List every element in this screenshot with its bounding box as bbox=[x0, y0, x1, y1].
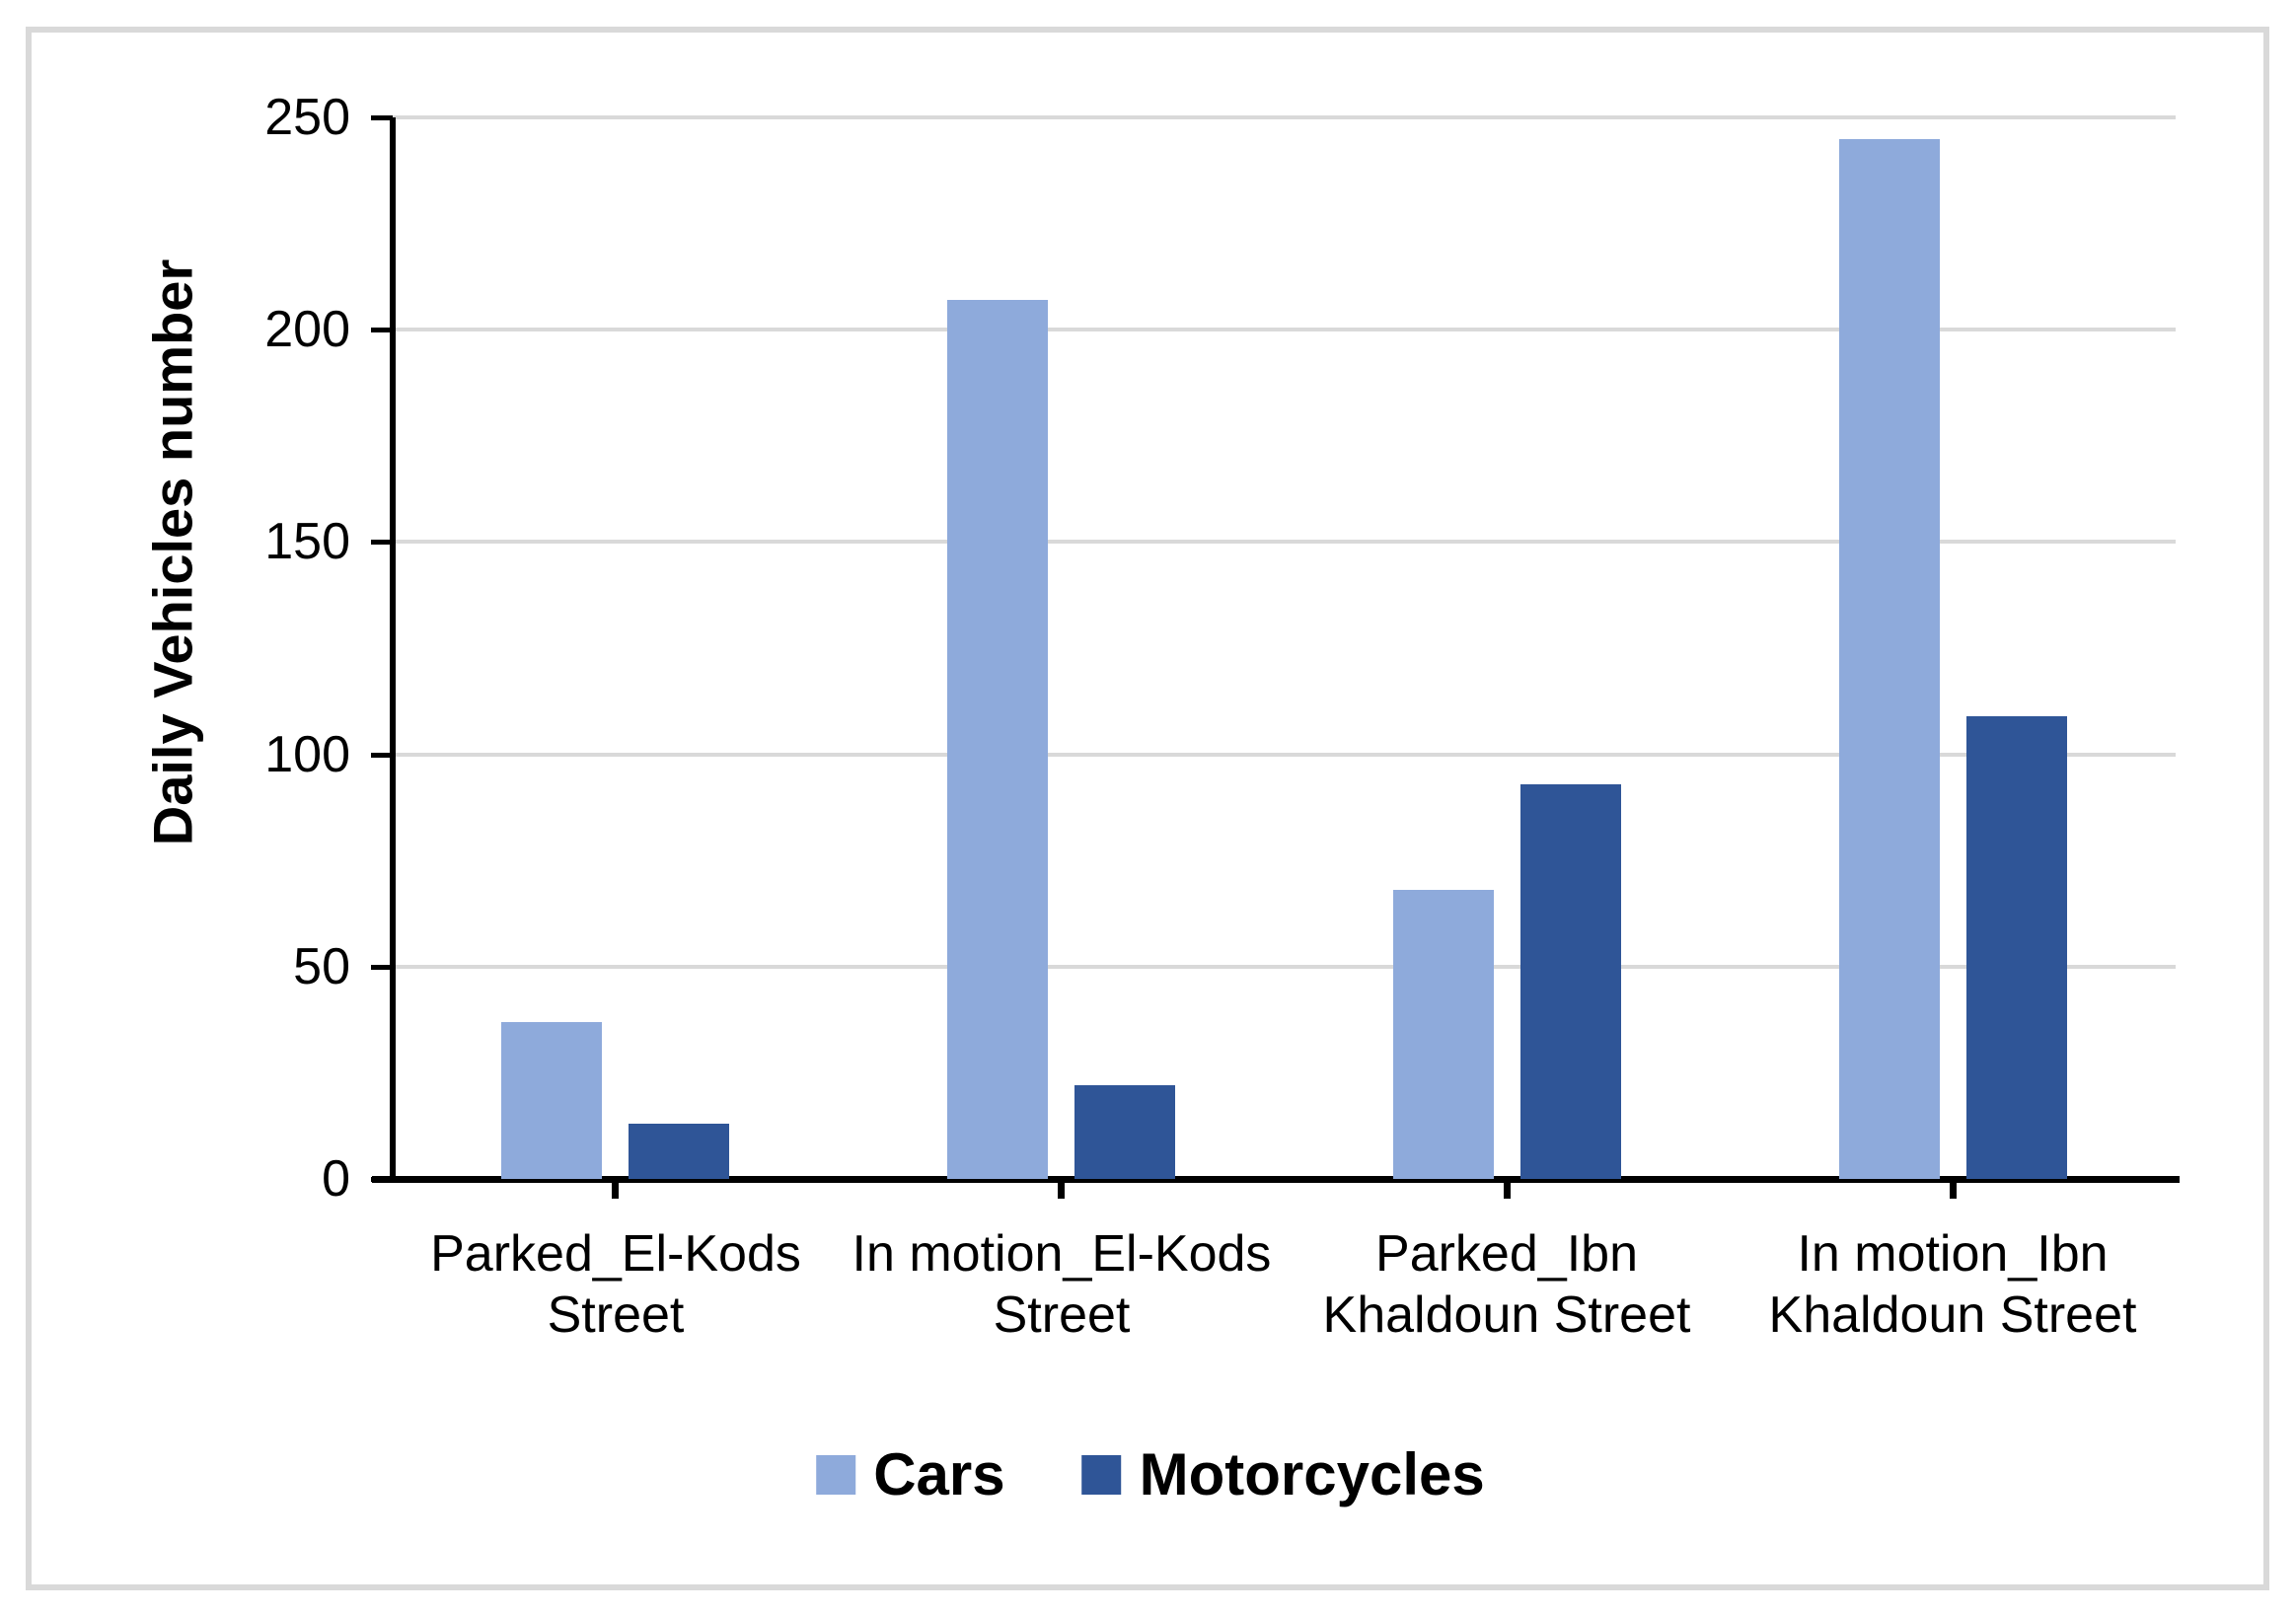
gridline-100 bbox=[393, 752, 2176, 757]
legend-label-motorcycles: Motorcycles bbox=[1139, 1441, 1485, 1507]
y-tick-250 bbox=[371, 115, 393, 120]
gridline-150 bbox=[393, 540, 2176, 545]
x-category-label-line: Street bbox=[993, 1286, 1131, 1344]
gridline-250 bbox=[393, 115, 2176, 119]
y-axis-line bbox=[390, 117, 396, 1179]
y-tick-label-250: 250 bbox=[264, 89, 350, 146]
bar-motorcycles-1 bbox=[629, 1124, 729, 1179]
y-tick-label-150: 150 bbox=[264, 513, 350, 571]
x-category-label-line: In motion_Ibn bbox=[1797, 1225, 2109, 1283]
x-tick-3 bbox=[1504, 1183, 1511, 1199]
x-category-label-line: Parked_Ibn bbox=[1375, 1225, 1638, 1283]
y-tick-150 bbox=[371, 540, 393, 546]
x-category-label-line: Parked_El-Kods bbox=[430, 1225, 801, 1283]
legend: Cars Motorcycles bbox=[816, 1445, 1485, 1505]
y-tick-label-0: 0 bbox=[322, 1150, 350, 1208]
plot-area bbox=[393, 115, 2176, 1179]
x-category-label-3: Parked_Ibn Khaldoun Street bbox=[1284, 1223, 1730, 1346]
legend-swatch-motorcycles bbox=[1081, 1455, 1122, 1495]
chart-border bbox=[26, 27, 2269, 1590]
legend-swatch-cars bbox=[816, 1455, 856, 1495]
x-category-label-4: In motion_Ibn Khaldoun Street bbox=[1730, 1223, 2176, 1346]
y-tick-50 bbox=[371, 964, 393, 970]
y-tick-200 bbox=[371, 328, 393, 333]
x-tick-2 bbox=[1058, 1183, 1065, 1199]
legend-item-motorcycles: Motorcycles bbox=[1081, 1441, 1485, 1507]
x-tick-4 bbox=[1950, 1183, 1957, 1199]
y-tick-label-50: 50 bbox=[293, 937, 350, 995]
x-category-label-line: Street bbox=[547, 1286, 685, 1344]
x-tick-1 bbox=[612, 1183, 619, 1199]
legend-item-cars: Cars bbox=[816, 1441, 1005, 1507]
bar-cars-3 bbox=[1393, 890, 1494, 1179]
bar-motorcycles-2 bbox=[1074, 1085, 1175, 1179]
x-category-label-line: Khaldoun Street bbox=[1322, 1286, 1691, 1344]
x-axis-line bbox=[372, 1176, 2180, 1183]
y-tick-label-100: 100 bbox=[264, 725, 350, 783]
bar-motorcycles-4 bbox=[1966, 716, 2067, 1179]
x-category-label-line: In motion_El-Kods bbox=[852, 1225, 1272, 1283]
bar-cars-2 bbox=[947, 300, 1048, 1179]
bar-cars-1 bbox=[501, 1022, 602, 1179]
bar-motorcycles-3 bbox=[1520, 784, 1621, 1179]
y-tick-label-200: 200 bbox=[264, 301, 350, 359]
x-category-label-2: In motion_El-Kods Street bbox=[839, 1223, 1285, 1346]
x-category-label-1: Parked_El-Kods Street bbox=[393, 1223, 839, 1346]
bar-cars-4 bbox=[1839, 139, 1940, 1179]
x-category-label-line: Khaldoun Street bbox=[1768, 1286, 2137, 1344]
legend-label-cars: Cars bbox=[873, 1441, 1005, 1507]
gridline-50 bbox=[393, 964, 2176, 969]
y-tick-100 bbox=[371, 752, 393, 758]
y-tick-0 bbox=[371, 1177, 393, 1182]
gridline-200 bbox=[393, 328, 2176, 332]
